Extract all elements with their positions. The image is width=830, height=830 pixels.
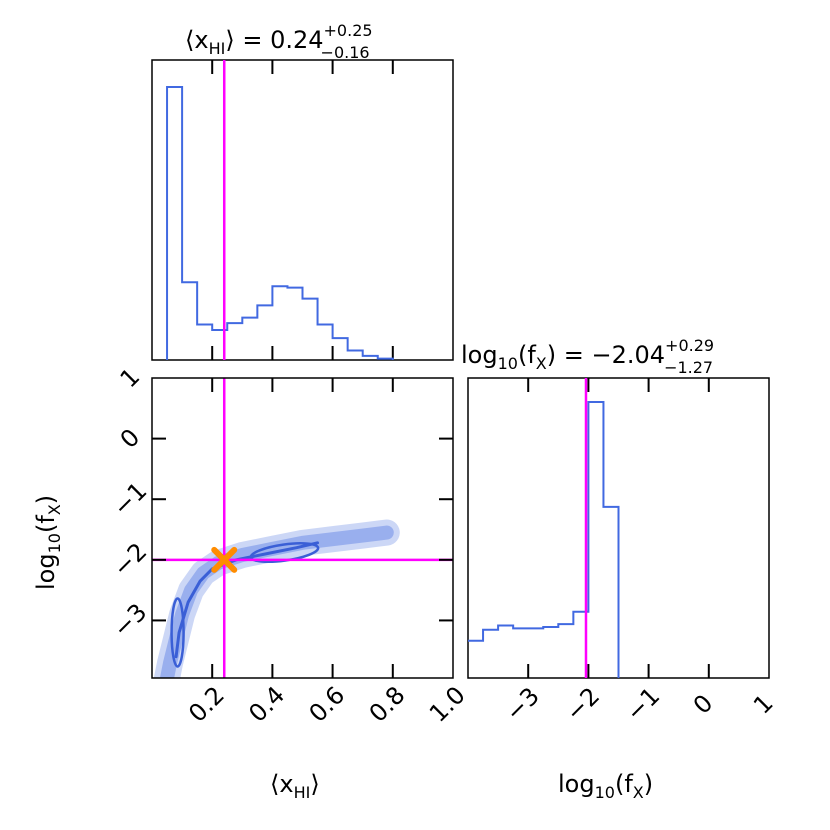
p2-ticks xyxy=(152,378,453,678)
hist2-ticks xyxy=(527,378,710,678)
p3-x-tick-labels: −3 −2 −1 0 1 xyxy=(500,682,779,727)
hist1-title: ⟨xHI⟩ = 0.24+0.25 −0.16 xyxy=(185,21,373,62)
p2-y-tick-label-1: 0 xyxy=(115,423,146,454)
p2-y-tick-label-0: 1 xyxy=(115,363,146,394)
p3-x-tick-label-2: −1 xyxy=(621,682,666,727)
hist1-ticks xyxy=(211,60,394,360)
p3-x-tick-label-1: −2 xyxy=(560,682,605,727)
p3-x-tick-label-4: 1 xyxy=(748,689,779,720)
panel-xhi-histogram: ⟨xHI⟩ = 0.24+0.25 −0.16 xyxy=(151,21,454,361)
truth-marker-x xyxy=(211,546,238,573)
x-axis-label-xhi: ⟨xHI⟩ xyxy=(270,770,320,802)
p2-x-tick-labels: 0.2 0.4 0.6 0.8 1.0 xyxy=(183,681,471,728)
panel-2d-frame xyxy=(151,377,454,679)
x-axis-label-logfx: log10(fX) xyxy=(558,770,653,802)
p2-y-tick-labels: 1 0 −1 −2 −3 xyxy=(108,363,153,643)
y-axis-label-logfx: log10(fX) xyxy=(32,495,64,590)
p2-y-tick-label-3: −2 xyxy=(108,537,153,582)
panel-xhi-histogram-frame xyxy=(151,59,454,361)
p3-x-tick-label-0: −3 xyxy=(500,682,545,727)
p2-x-tick-label-2: 0.6 xyxy=(304,681,351,728)
hist1-step-line xyxy=(166,86,394,360)
p2-x-tick-label-1: 0.4 xyxy=(243,681,290,728)
p2-y-tick-label-4: −3 xyxy=(108,598,153,643)
density-region xyxy=(154,519,400,678)
p2-x-tick-label-3: 0.8 xyxy=(364,681,411,728)
contour-mid-band xyxy=(160,525,394,678)
hist2-step-line xyxy=(468,401,620,678)
p3-x-tick-label-3: 0 xyxy=(688,689,719,720)
hist2-title: log10(fX) = −2.04+0.29 −1.27 xyxy=(461,336,714,377)
panel-logfx-histogram: −3 −2 −1 0 1 log10(fX) = −2.04+0.29 −1.27 log… xyxy=(461,336,779,802)
contour-core-lower xyxy=(170,597,185,668)
p2-x-tick-label-0: 0.2 xyxy=(183,681,230,728)
p2-x-tick-label-4: 1.0 xyxy=(424,681,471,728)
truth-marker-stroke-b xyxy=(211,546,238,573)
panel-xhi-vs-logfx: 0.2 0.4 0.6 0.8 1.0 1 0 −1 −2 −3 ⟨xHI⟩ log10(fX) xyxy=(32,363,471,802)
p2-y-tick-label-2: −1 xyxy=(108,477,153,522)
